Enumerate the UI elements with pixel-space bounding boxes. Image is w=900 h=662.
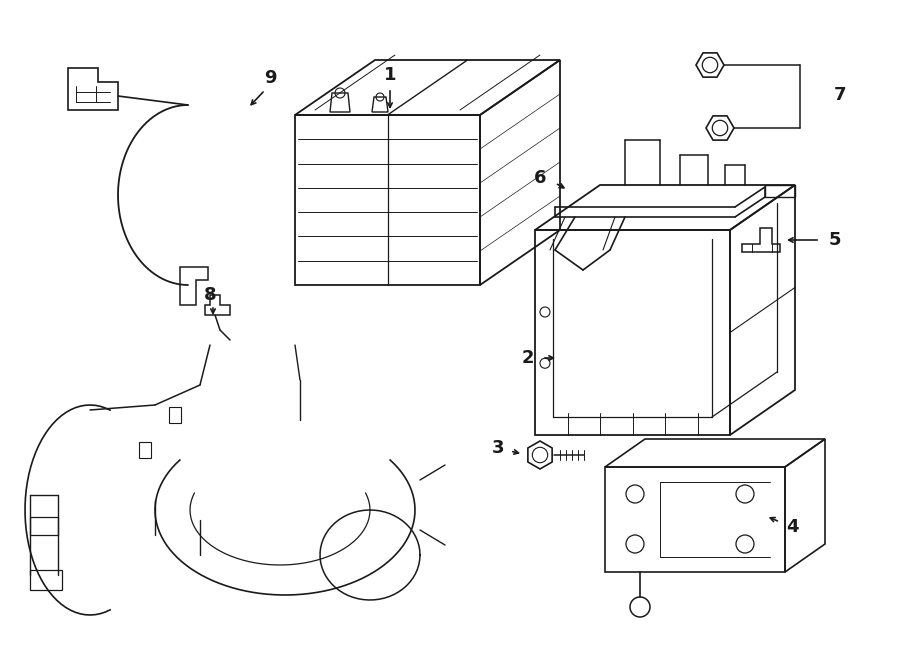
Text: 5: 5 xyxy=(829,231,842,249)
Text: 6: 6 xyxy=(534,169,546,187)
Text: 4: 4 xyxy=(786,518,798,536)
Text: 9: 9 xyxy=(264,69,276,87)
Text: 2: 2 xyxy=(522,349,535,367)
Text: 1: 1 xyxy=(383,66,396,84)
Text: 8: 8 xyxy=(203,286,216,304)
Text: 3: 3 xyxy=(491,439,504,457)
Text: 7: 7 xyxy=(833,86,846,104)
